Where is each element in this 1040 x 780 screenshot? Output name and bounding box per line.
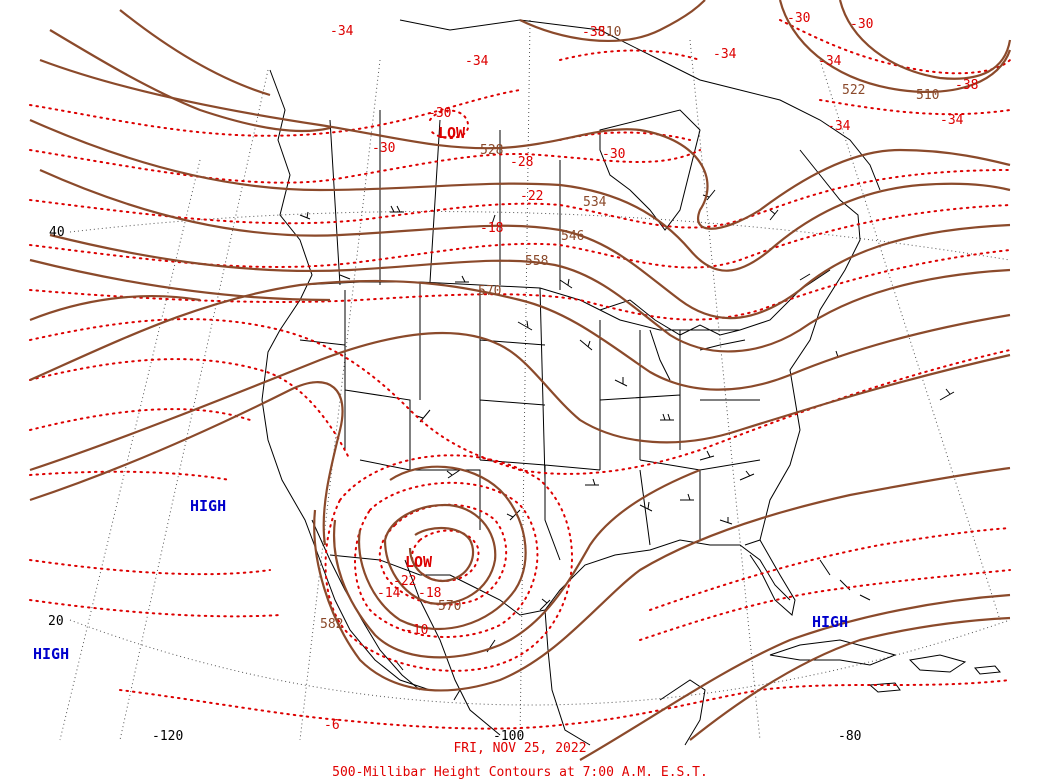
contour-522 <box>778 0 1012 93</box>
latitude-label: 20 <box>48 614 64 629</box>
temperature-label: -30 <box>602 147 625 162</box>
temperature-label: -6 <box>324 718 340 733</box>
height-label: 570 <box>478 284 501 299</box>
great-lakes <box>599 299 746 381</box>
mexico-gulf-coast <box>544 609 591 746</box>
labrador-coast <box>739 89 881 191</box>
bahamas <box>819 559 871 601</box>
atlantic-coast <box>759 149 861 541</box>
high-pressure-label: HIGH <box>190 497 226 515</box>
low-pressure-label: LOW <box>438 124 466 142</box>
temperature-label: -30 <box>372 141 395 156</box>
height-label: 558 <box>525 254 548 269</box>
temperature-label: -34 <box>940 113 964 128</box>
yucatan <box>659 679 706 746</box>
temperature-label: -34 <box>465 54 489 69</box>
map-caption: 500-Millibar Height Contours at 7:00 A.M… <box>332 765 708 780</box>
pacific-coastline <box>261 69 431 691</box>
temperature-label: -22 <box>393 574 416 589</box>
contour-510 <box>519 0 706 43</box>
florida <box>744 539 796 616</box>
temperature-label: -18 <box>418 586 441 601</box>
temperature-label: -18 <box>480 221 503 236</box>
temperature-label: -30 <box>850 17 873 32</box>
height-contours <box>29 0 1012 761</box>
contour-546 <box>39 168 1011 320</box>
temperature-labels: -34 -34 -38 -30 -30 -30 -34 -34 -38 -34 … <box>324 11 978 733</box>
high-pressure-label: HIGH <box>33 645 69 663</box>
contour-558 <box>49 233 1011 353</box>
temperature-label: -10 <box>405 623 428 638</box>
longitude-label: -120 <box>152 729 183 744</box>
longitude-label: -80 <box>838 729 861 744</box>
temperature-contours <box>29 19 1011 730</box>
temperature-label: -34 <box>827 119 851 134</box>
map-date: FRI, NOV 25, 2022 <box>453 741 587 756</box>
contour-582 <box>313 466 1011 692</box>
latitude-line-20 <box>69 619 1011 706</box>
height-label: 582 <box>320 617 343 632</box>
temperature-label: -34 <box>818 54 842 69</box>
temperature-label: -38 <box>582 25 605 40</box>
graticule <box>59 19 1011 741</box>
longitude-line-120 <box>119 69 269 741</box>
latitude-label: 40 <box>49 225 65 240</box>
temperature-label: -14 <box>377 586 401 601</box>
temperature-label: -22 <box>520 189 543 204</box>
us-mexico-border <box>329 554 546 616</box>
temperature-label: -34 <box>330 24 354 39</box>
low-pressure-label: LOW <box>405 553 433 571</box>
hispaniola <box>908 654 967 673</box>
temperature-label: -30 <box>428 106 451 121</box>
longitude-label: -100 <box>493 729 524 744</box>
height-labels: 510 522 510 528 534 546 558 570 570 582 <box>320 25 939 632</box>
temperature-label: -38 <box>955 78 978 93</box>
contour-510-east <box>838 0 1012 80</box>
arctic-islands <box>399 19 741 91</box>
temperature-label: -28 <box>510 155 533 170</box>
longitude-line-80 <box>819 59 1001 621</box>
contour-528 <box>39 58 1011 230</box>
puerto-rico <box>974 665 1001 675</box>
longitude-line-100 <box>519 19 531 741</box>
temperature-label: -34 <box>713 47 737 62</box>
height-label: 570 <box>438 599 461 614</box>
height-label: 546 <box>561 229 584 244</box>
height-label: 510 <box>598 25 621 40</box>
temperature-label: -30 <box>787 11 810 26</box>
contour-570 <box>29 279 1011 391</box>
gulf-coast <box>544 539 791 611</box>
contour-534 <box>29 118 1011 272</box>
height-label: 510 <box>916 88 939 103</box>
high-pressure-label: HIGH <box>812 613 848 631</box>
pressure-centers: HIGH HIGH HIGH LOW LOW <box>33 124 848 663</box>
cuba <box>769 639 897 666</box>
height-label: 534 <box>583 195 607 210</box>
wind-barbs <box>299 189 955 701</box>
jamaica <box>868 682 901 693</box>
coordinate-labels: 40 20 -120 -100 -80 <box>48 225 861 744</box>
hudson-bay <box>599 109 701 231</box>
mexico-coast <box>404 559 501 736</box>
height-label: 528 <box>480 143 503 158</box>
latitude-line-40 <box>69 211 1011 261</box>
height-label: 522 <box>842 83 865 98</box>
